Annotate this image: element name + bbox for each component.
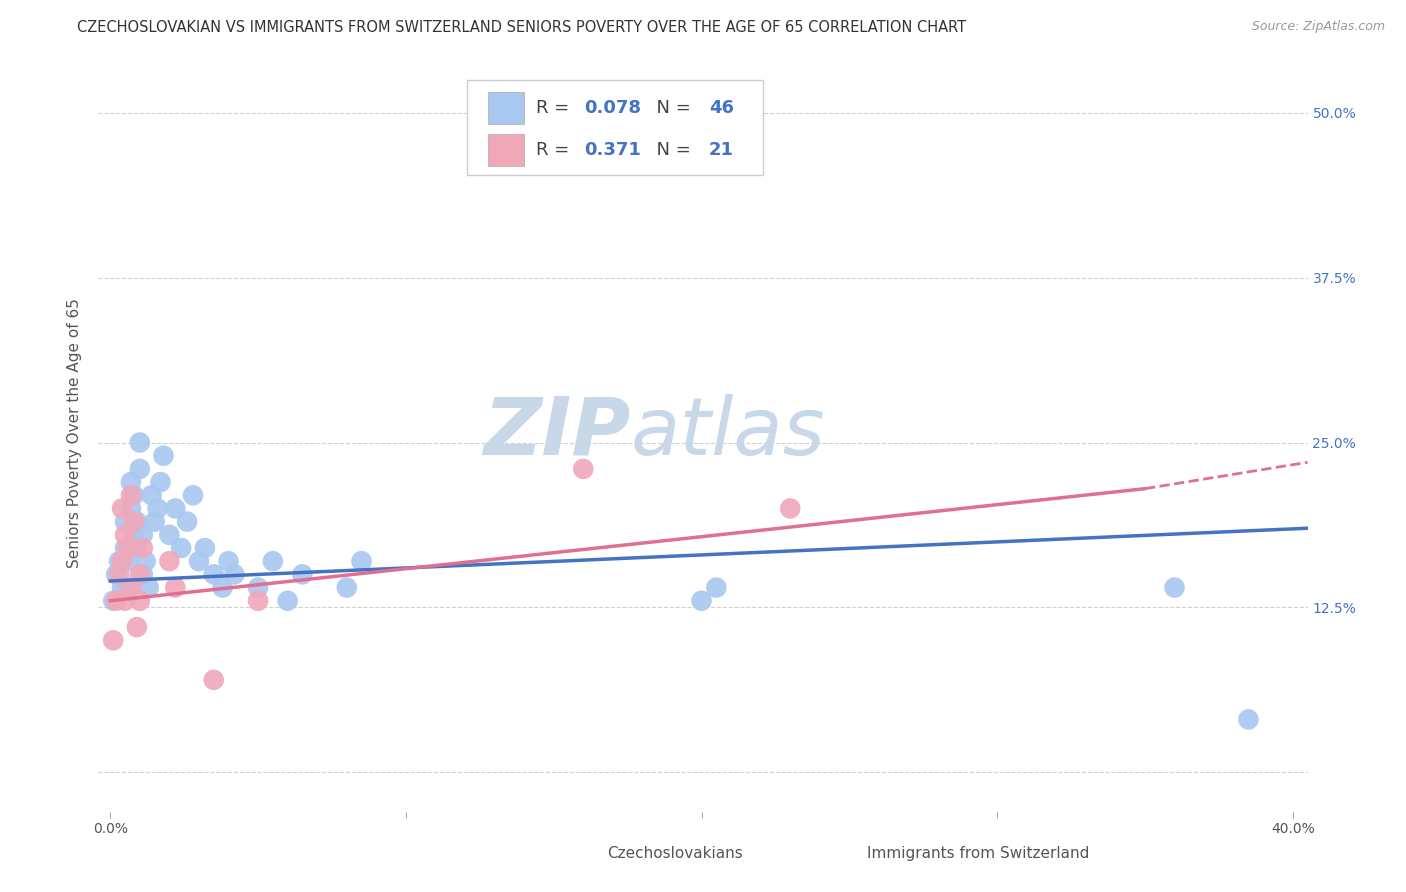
Point [176, 515, 198, 529]
Text: Source: ZipAtlas.com: Source: ZipAtlas.com [1251, 20, 1385, 33]
Point [117, 581, 139, 595]
Point [194, 541, 217, 555]
Point [291, 567, 314, 582]
Point [114, 528, 136, 542]
Text: 0.078: 0.078 [585, 99, 641, 117]
Y-axis label: Seniors Poverty Over the Age of 65: Seniors Poverty Over the Age of 65 [67, 298, 83, 567]
Point [120, 501, 142, 516]
Text: ZIP: ZIP [484, 393, 630, 472]
Point [105, 567, 128, 582]
Text: N =: N = [645, 141, 696, 159]
Point [122, 488, 145, 502]
Point [165, 501, 187, 516]
Point [108, 567, 131, 582]
Point [114, 515, 136, 529]
Point [114, 541, 136, 555]
FancyBboxPatch shape [564, 839, 598, 868]
Point [122, 515, 145, 529]
Text: N =: N = [645, 99, 696, 117]
Point [181, 488, 204, 502]
Point [117, 541, 139, 555]
Point [143, 515, 166, 529]
Point [128, 435, 150, 450]
FancyBboxPatch shape [824, 839, 858, 868]
Point [120, 581, 142, 595]
Point [120, 488, 142, 502]
Point [114, 593, 136, 607]
FancyBboxPatch shape [467, 80, 763, 175]
Point [125, 620, 148, 634]
Point [165, 581, 187, 595]
Point [277, 593, 299, 607]
Point [132, 528, 155, 542]
Point [117, 554, 139, 568]
Point [103, 593, 125, 607]
Text: 0.371: 0.371 [585, 141, 641, 159]
Point [108, 554, 131, 568]
Point [111, 581, 134, 595]
Point [120, 475, 142, 489]
Point [202, 673, 225, 687]
Point [152, 449, 174, 463]
Point [247, 581, 270, 595]
Point [211, 581, 233, 595]
Point [779, 501, 801, 516]
FancyBboxPatch shape [488, 134, 524, 166]
Point [704, 581, 727, 595]
Point [224, 567, 246, 582]
Point [132, 541, 155, 555]
Point [125, 541, 148, 555]
Point [218, 554, 240, 568]
Point [262, 554, 284, 568]
Text: Czechoslovakians: Czechoslovakians [607, 846, 744, 861]
Text: R =: R = [536, 141, 575, 159]
Point [141, 488, 163, 502]
Text: R =: R = [536, 99, 575, 117]
Point [1163, 581, 1185, 595]
Point [336, 581, 359, 595]
Point [247, 593, 270, 607]
Point [146, 501, 169, 516]
Point [105, 593, 128, 607]
Point [572, 462, 595, 476]
Point [125, 515, 148, 529]
Point [202, 567, 225, 582]
Text: Immigrants from Switzerland: Immigrants from Switzerland [868, 846, 1090, 861]
Point [187, 554, 209, 568]
Point [103, 633, 125, 648]
Point [1237, 713, 1260, 727]
Text: atlas: atlas [630, 393, 825, 472]
Point [157, 554, 180, 568]
FancyBboxPatch shape [488, 92, 524, 124]
Point [690, 593, 713, 607]
Point [128, 462, 150, 476]
Point [350, 554, 373, 568]
Point [128, 567, 150, 582]
Point [135, 554, 157, 568]
Point [128, 593, 150, 607]
Text: CZECHOSLOVAKIAN VS IMMIGRANTS FROM SWITZERLAND SENIORS POVERTY OVER THE AGE OF 6: CZECHOSLOVAKIAN VS IMMIGRANTS FROM SWITZ… [77, 20, 966, 35]
Text: 46: 46 [709, 99, 734, 117]
Point [111, 554, 134, 568]
Point [122, 528, 145, 542]
Point [157, 528, 180, 542]
Text: 21: 21 [709, 141, 734, 159]
Point [170, 541, 193, 555]
Point [149, 475, 172, 489]
Point [111, 501, 134, 516]
Point [132, 567, 155, 582]
Point [138, 581, 160, 595]
